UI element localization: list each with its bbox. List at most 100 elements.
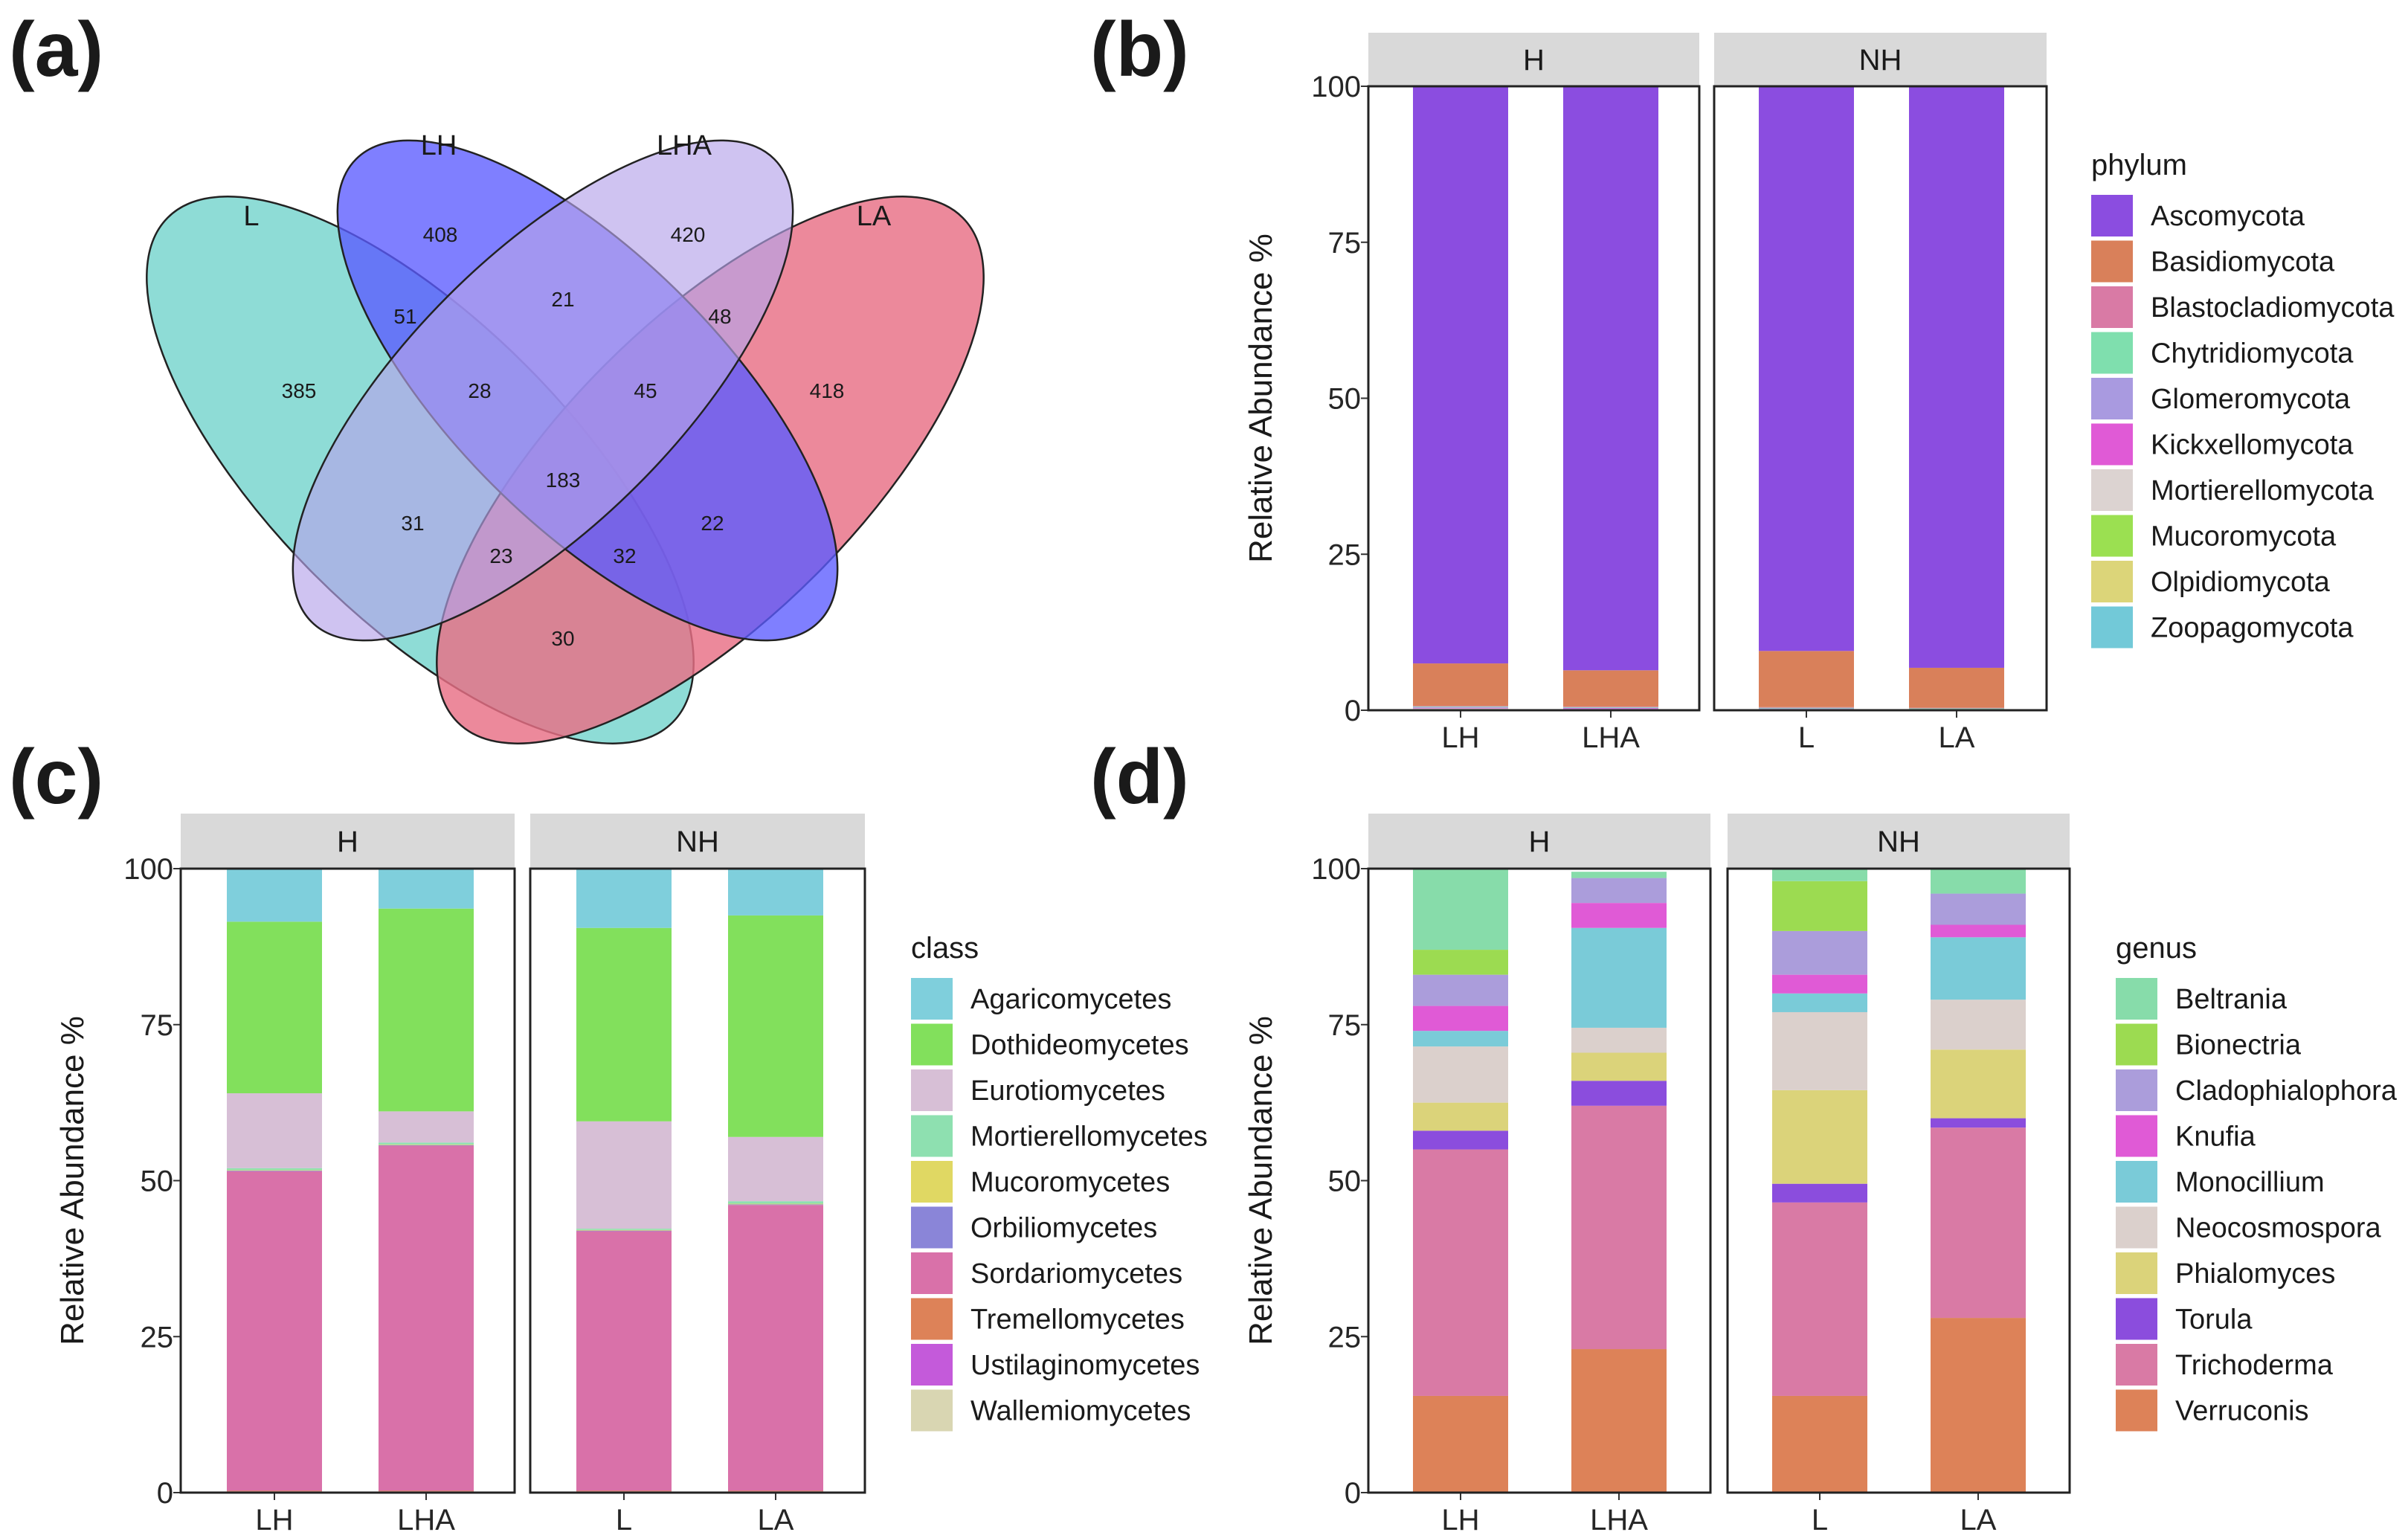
bar-segment-b-LA-chytridiomycota — [1909, 708, 2004, 709]
bar-segment-b-LHA-glomeromycota — [1563, 707, 1658, 709]
legend-label-b-mortierellomycota: Mortierellomycota — [2151, 475, 2375, 506]
bar-segment-c-L-mortierellomycetes — [576, 1229, 672, 1230]
bar-segment-d-LHA-knufia — [1571, 903, 1667, 928]
bar-segment-d-LHA-torula — [1571, 1081, 1667, 1106]
venn-counts: 385 408 420 418 51 21 48 28 45 183 31 22… — [282, 223, 845, 650]
x-tick-label-d-LA: LA — [1960, 1504, 1997, 1535]
bar-segment-c-LHA-eurotiomycetes — [379, 1111, 474, 1143]
bar-segment-d-LA-trichoderma — [1931, 1127, 2026, 1319]
bar-segment-d-L-phialomyces — [1772, 1090, 1867, 1184]
bar-segment-c-L-orbiliomycetes — [576, 1230, 672, 1232]
bar-segment-b-LA-ascomycota — [1909, 86, 2004, 668]
legend-swatch-c-wallemiomycetes — [911, 1389, 953, 1432]
y-tick-label-c: 25 — [141, 1321, 174, 1354]
bar-segment-b-LH-mortierellomycota — [1413, 708, 1508, 709]
legend-swatch-d-cladophialophora — [2116, 1069, 2157, 1111]
bar-segment-d-LA-verruconis — [1931, 1318, 2026, 1493]
legend-swatch-c-dothideomycetes — [911, 1023, 953, 1066]
legend-swatch-d-monocillium — [2116, 1161, 2157, 1203]
legend-label-c-mucoromycetes: Mucoromycetes — [970, 1167, 1170, 1198]
bar-segment-b-LH-basidiomycota — [1413, 663, 1508, 707]
legend-swatch-b-olpidiomycota — [2091, 561, 2133, 602]
y-axis-title-d: Relative Abundance % — [1243, 1016, 1279, 1345]
x-tick-label-b-LA: LA — [1939, 721, 1975, 754]
bar-segment-c-L-dothideomycetes — [576, 927, 672, 1122]
bar-segment-d-LA-beltrania — [1931, 869, 2026, 894]
bar-segment-c-L-eurotiomycetes — [576, 1121, 672, 1229]
legend-label-c-ustilaginomycetes: Ustilaginomycetes — [970, 1350, 1200, 1381]
bar-segment-d-L-knufia — [1772, 974, 1867, 994]
bar-segment-d-LH-cladophialophora — [1413, 974, 1508, 1006]
bar-segment-b-LHA-basidiomycota — [1563, 670, 1658, 707]
legend-label-b-ascomycota: Ascomycota — [2151, 201, 2305, 232]
legend-swatch-c-eurotiomycetes — [911, 1069, 953, 1111]
legend-swatch-b-glomeromycota — [2091, 378, 2133, 419]
bar-segment-b-L-ascomycota — [1759, 86, 1854, 651]
bar-segment-c-LA-tremellomycetes — [728, 1490, 823, 1492]
facet-label-b-H: H — [1523, 44, 1545, 77]
x-tick-label-b-L: L — [1798, 721, 1815, 754]
bar-segment-d-LA-phialomyces — [1931, 1049, 2026, 1119]
bar-segment-c-LA-dothideomycetes — [728, 915, 823, 1137]
bar-segment-c-L-tremellomycetes — [576, 1490, 672, 1492]
panel-label-c: (c) — [9, 734, 103, 820]
facet-panel-border-c-H — [179, 867, 516, 1494]
legend-swatch-d-verruconis — [2116, 1389, 2157, 1432]
legend-label-d-trichoderma: Trichoderma — [2175, 1350, 2334, 1381]
legend-label-c-dothideomycetes: Dothideomycetes — [970, 1030, 1189, 1061]
legend-label-d-neocosmospora: Neocosmospora — [2175, 1213, 2382, 1244]
y-axis-title-b: Relative Abundance % — [1243, 234, 1279, 563]
genus-stacked-bar-chart: Relative Abundance % 0 25 50 75 100 H LH LHA NH L L… — [1243, 814, 2398, 1535]
bar-segment-d-L-beltrania — [1772, 869, 1867, 881]
legend-swatch-b-ascomycota — [2091, 195, 2133, 236]
bar-segment-d-LHA-neocosmospora — [1571, 1027, 1667, 1053]
facet-strip-d-NH — [1728, 814, 2070, 869]
bar-segment-c-LHA-sordariomycetes — [379, 1145, 474, 1491]
bar-segment-b-L-chytridiomycota — [1759, 707, 1854, 709]
venn-set-lha — [292, 139, 794, 642]
bar-segment-d-LH-neocosmospora — [1413, 1046, 1508, 1103]
y-tick-label-d: 0 — [1345, 1477, 1361, 1510]
legend-title-b: phylum — [2091, 149, 2187, 181]
bar-segment-c-LHA-dothideomycetes — [379, 908, 474, 1112]
legend-label-b-glomeromycota: Glomeromycota — [2151, 384, 2351, 415]
venn-label-lha: LHA — [657, 130, 712, 161]
venn-count-l-lha: 31 — [401, 512, 424, 535]
facet-panel-border-b-NH — [1713, 85, 2048, 712]
phylum-stacked-bar-chart: Relative Abundance % 0 25 50 75 100 H LH LHA NH L L… — [1243, 33, 2395, 754]
bar-segment-c-LHA-mortierellomycetes — [379, 1142, 474, 1145]
venn-count-la: 418 — [810, 379, 845, 402]
bar-segment-c-LH-sordariomycetes — [227, 1171, 322, 1491]
bar-segment-c-LH-mucoromycetes — [227, 1170, 322, 1171]
panel-label-b: (b) — [1090, 7, 1189, 93]
bar-segment-b-LH-ascomycota — [1413, 86, 1508, 664]
legend-swatch-b-blastocladiomycota — [2091, 286, 2133, 328]
bar-segment-c-LA-mucoromycetes — [728, 1203, 823, 1205]
class-stacked-bar-chart: Relative Abundance % 0 25 50 75 100 H LH LHA NH L L… — [54, 814, 1208, 1535]
facet-strip-c-H — [181, 814, 515, 869]
y-tick-label-b: 50 — [1328, 383, 1362, 416]
legend-swatch-c-agaricomycetes — [911, 978, 953, 1020]
venn-count-lha-la: 48 — [708, 305, 731, 328]
bar-segment-d-LHA-cladophialophora — [1571, 878, 1667, 904]
bar-segment-c-LH-tremellomycetes — [227, 1490, 322, 1492]
venn-count-all: 183 — [546, 469, 581, 492]
y-tick-label-b: 25 — [1328, 538, 1362, 571]
bar-segment-b-L-blastocladiomycota — [1759, 707, 1854, 708]
legend-label-d-phialomyces: Phialomyces — [2175, 1258, 2335, 1290]
bar-segment-c-LA-sordariomycetes — [728, 1205, 823, 1491]
y-tick-label-c: 0 — [157, 1477, 173, 1510]
venn-count-l: 385 — [282, 379, 317, 402]
bar-segment-c-LH-mortierellomycetes — [227, 1168, 322, 1171]
legend-swatch-c-mucoromycetes — [911, 1161, 953, 1203]
legend-label-c-wallemiomycetes: Wallemiomycetes — [970, 1396, 1191, 1427]
y-tick-label-d: 100 — [1311, 853, 1361, 886]
legend-swatch-b-mucoromycota — [2091, 515, 2133, 557]
bar-segment-b-LHA-chytridiomycota — [1563, 707, 1658, 708]
venn-count-l-lh-lha: 28 — [468, 379, 491, 402]
legend-swatch-b-mortierellomycota — [2091, 469, 2133, 511]
bar-segment-d-LA-knufia — [1931, 924, 2026, 938]
legend-title-c: class — [911, 932, 979, 965]
bar-segment-b-LA-basidiomycota — [1909, 667, 2004, 708]
